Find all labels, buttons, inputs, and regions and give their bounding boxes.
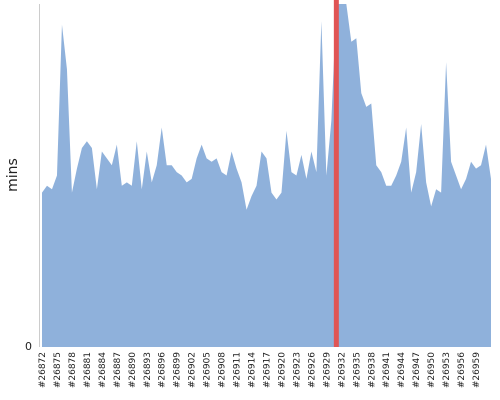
x-tick-label: #26890 xyxy=(128,352,138,388)
x-tick-label: #26947 xyxy=(412,352,422,388)
area-series xyxy=(42,4,491,347)
x-tick-label: #26911 xyxy=(233,352,243,388)
x-tick-label: #26959 xyxy=(472,352,482,388)
x-tick-label: #26932 xyxy=(337,352,347,388)
y-axis-label: mins xyxy=(5,158,21,192)
x-tick-label: #26917 xyxy=(263,352,273,388)
x-tick-label: #26887 xyxy=(113,352,123,388)
x-tick-label: #26884 xyxy=(98,352,108,388)
x-tick-label: #26920 xyxy=(277,352,287,388)
x-tick-label: #26881 xyxy=(83,352,93,388)
x-tick-label: #26956 xyxy=(457,352,467,388)
x-tick-label: #26899 xyxy=(173,352,183,388)
x-tick-label: #26938 xyxy=(367,352,377,388)
x-tick-label: #26878 xyxy=(68,352,78,388)
x-tick-label: #26926 xyxy=(307,352,317,388)
x-tick-label: #26944 xyxy=(397,352,407,388)
x-tick-label: #26923 xyxy=(292,352,302,388)
x-tick-label: #26902 xyxy=(188,352,198,388)
highlight-marker xyxy=(333,0,339,347)
y-tick-label-0: 0 xyxy=(25,340,32,353)
x-tick-label: #26905 xyxy=(203,352,213,388)
x-tick-label: #26893 xyxy=(143,352,153,388)
x-tick-label: #26875 xyxy=(53,352,63,388)
x-tick-label: #26896 xyxy=(158,352,168,388)
x-tick-label: #26908 xyxy=(218,352,228,388)
x-tick-label: #26935 xyxy=(352,352,362,388)
x-tick-label: #26941 xyxy=(382,352,392,388)
x-tick-label: #26950 xyxy=(427,352,437,388)
plot-area xyxy=(42,0,491,347)
x-tick-label: #26914 xyxy=(248,352,258,388)
x-tick-label: #26872 xyxy=(38,352,48,388)
x-tick-label: #26929 xyxy=(322,352,332,388)
x-tick-labels: #26872 #26875 #26878 #26881 #26884 #26887 #268… xyxy=(38,352,482,388)
x-tick-label: #26953 xyxy=(442,352,452,388)
